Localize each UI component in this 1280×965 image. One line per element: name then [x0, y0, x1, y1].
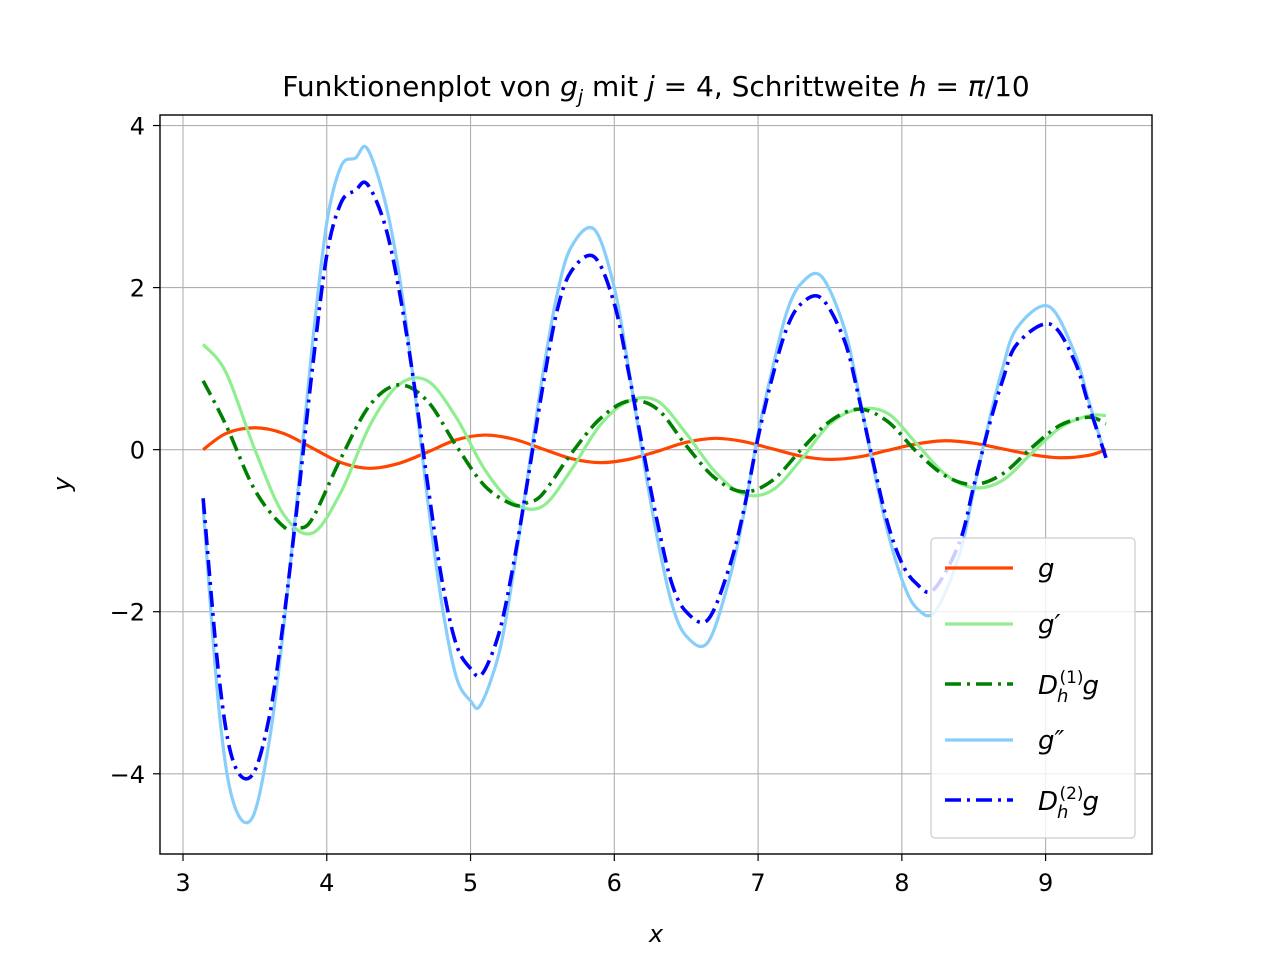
chart-title: Funktionenplot von gj mit j = 4, Schritt… [282, 70, 1030, 108]
y-tick-label: −4 [110, 761, 145, 789]
g-curve [202, 426, 1107, 470]
plot-curves [201, 144, 1108, 825]
x-tick-label: 8 [894, 869, 909, 897]
d2-approx-curve [201, 180, 1108, 781]
legend-label-d2: Dh(2)g [1038, 784, 1099, 823]
x-axis-ticks: 3 4 5 6 7 8 9 [175, 854, 1053, 897]
y-axis-ticks: −4 −2 0 2 4 [110, 113, 160, 789]
g-double-prime-curve [201, 144, 1108, 825]
x-tick-label: 4 [319, 869, 334, 897]
y-axis-label: y [48, 476, 76, 492]
x-tick-label: 3 [175, 869, 190, 897]
legend-label-g: g [1038, 554, 1055, 584]
y-tick-label: 2 [130, 275, 145, 303]
legend-label-g-prime: g′ [1038, 610, 1061, 640]
legend: g g′ Dh(1)g g″ Dh(2)g [930, 537, 1136, 839]
grid-lines [160, 115, 1152, 854]
x-tick-label: 9 [1038, 869, 1053, 897]
legend-label-d1: Dh(1)g [1038, 668, 1099, 707]
x-tick-label: 6 [607, 869, 622, 897]
d1-approx-curve [201, 379, 1107, 533]
legend-label-g-double-prime: g″ [1038, 726, 1065, 756]
x-axis-label: x [648, 920, 664, 948]
y-tick-label: −2 [110, 599, 145, 627]
y-tick-label: 4 [130, 113, 145, 141]
legend-box [930, 537, 1136, 839]
x-tick-label: 7 [750, 869, 765, 897]
y-tick-label: 0 [130, 437, 145, 465]
x-tick-label: 5 [463, 869, 478, 897]
axes-frame [159, 114, 1153, 855]
